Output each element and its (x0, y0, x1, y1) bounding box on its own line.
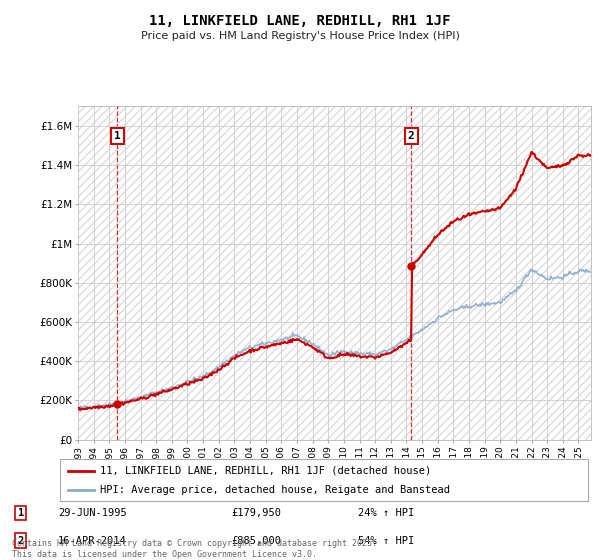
Text: 1: 1 (114, 132, 121, 141)
Text: 2: 2 (17, 536, 24, 546)
Text: Price paid vs. HM Land Registry's House Price Index (HPI): Price paid vs. HM Land Registry's House … (140, 31, 460, 41)
Text: 11, LINKFIELD LANE, REDHILL, RH1 1JF (detached house): 11, LINKFIELD LANE, REDHILL, RH1 1JF (de… (100, 465, 431, 475)
Text: 29-JUN-1995: 29-JUN-1995 (58, 508, 127, 518)
Text: Contains HM Land Registry data © Crown copyright and database right 2025.
This d: Contains HM Land Registry data © Crown c… (12, 539, 377, 559)
Text: £179,950: £179,950 (231, 508, 281, 518)
Text: 11, LINKFIELD LANE, REDHILL, RH1 1JF: 11, LINKFIELD LANE, REDHILL, RH1 1JF (149, 14, 451, 28)
Text: 16-APR-2014: 16-APR-2014 (58, 536, 127, 546)
Text: 24% ↑ HPI: 24% ↑ HPI (358, 508, 414, 518)
FancyBboxPatch shape (60, 459, 588, 501)
Text: £885,000: £885,000 (231, 536, 281, 546)
Text: 2: 2 (408, 132, 415, 141)
Text: 1: 1 (17, 508, 24, 518)
Text: HPI: Average price, detached house, Reigate and Banstead: HPI: Average price, detached house, Reig… (100, 485, 449, 495)
Text: 54% ↑ HPI: 54% ↑ HPI (358, 536, 414, 546)
